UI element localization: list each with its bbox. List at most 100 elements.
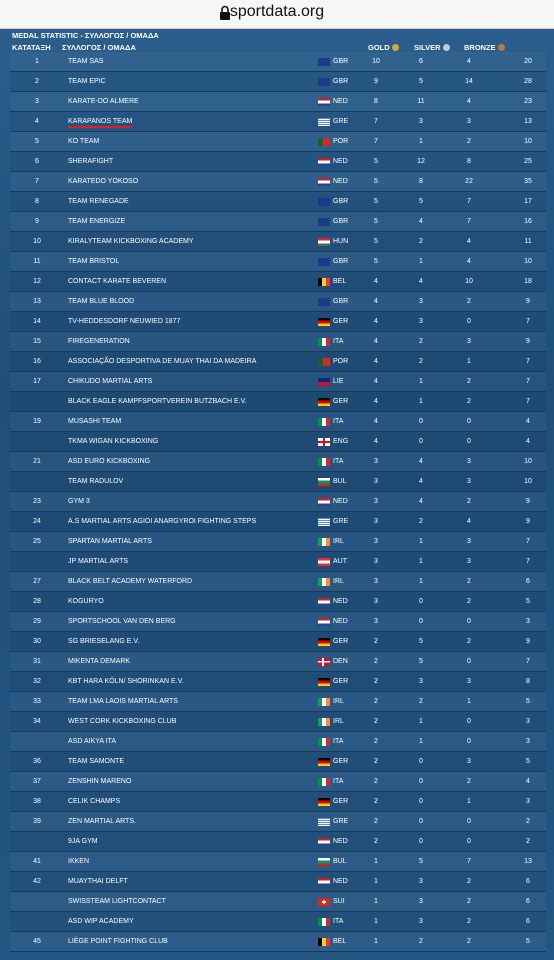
silver-count: 2: [419, 358, 423, 365]
country: GRE: [333, 118, 349, 125]
total-count: 35: [524, 178, 532, 185]
total-count: 9: [526, 518, 530, 525]
silver-count: 3: [419, 678, 423, 685]
country: ITA: [333, 738, 344, 745]
flag-icon: [318, 598, 330, 606]
flag-icon: [318, 298, 330, 306]
country: ITA: [333, 338, 344, 345]
club-name: SHERAFIGHT: [68, 158, 114, 165]
rank: 8: [35, 198, 39, 205]
flag-icon: [318, 198, 330, 206]
gold-count: 2: [374, 698, 378, 705]
country: ENG: [333, 438, 349, 445]
bronze-count: 1: [467, 798, 471, 805]
club-name: SPARTAN MARTIAL ARTS: [68, 538, 152, 545]
rank: 3: [35, 98, 39, 105]
total-count: 17: [524, 198, 532, 205]
total-count: 13: [524, 118, 532, 125]
bronze-count: 0: [467, 818, 471, 825]
address-bar[interactable]: sportdata.org: [0, 0, 554, 29]
total-count: 6: [526, 898, 530, 905]
gold-count: 4: [374, 398, 378, 405]
country: BUL: [333, 478, 347, 485]
table-row: JP MARTIAL ARTS AUT 3 1 3 7: [10, 552, 546, 572]
club-name: TKMA WIGAN KICKBOXING: [68, 438, 159, 445]
rank: 1: [35, 58, 39, 65]
flag-icon: [318, 178, 330, 186]
flag-icon: [318, 418, 330, 426]
country: IRL: [333, 538, 344, 545]
rank: 5: [35, 138, 39, 145]
rank: 42: [33, 878, 41, 885]
silver-count: 0: [419, 418, 423, 425]
table-row: 4 KARAPANOS TEAM GRE 7 3 3 13: [10, 112, 546, 132]
table-row: 9 TEAM ENERGIZE GBR 5 4 7 16: [10, 212, 546, 232]
gold-count: 5: [374, 158, 378, 165]
gold-count: 2: [374, 798, 378, 805]
total-count: 9: [526, 298, 530, 305]
table-row: 7 KARATEDO YOKOSO NED 5 8 22 35: [10, 172, 546, 192]
total-count: 6: [526, 918, 530, 925]
club-name: TEAM SAMONTE: [68, 758, 125, 765]
rank: 41: [33, 858, 41, 865]
bronze-count: 2: [467, 918, 471, 925]
total-count: 5: [526, 598, 530, 605]
club-name: ZEN MARTIAL ARTS.: [68, 818, 136, 825]
flag-icon: [318, 698, 330, 706]
bronze-count: 1: [467, 358, 471, 365]
total-count: 3: [526, 718, 530, 725]
bronze-count: 3: [467, 538, 471, 545]
gold-count: 4: [374, 358, 378, 365]
bronze-count: 14: [465, 78, 473, 85]
silver-count: 4: [419, 478, 423, 485]
country: ITA: [333, 778, 344, 785]
gold-count: 4: [374, 378, 378, 385]
table-row: 1 TEAM SAS GBR 10 6 4 20: [10, 52, 546, 72]
silver-count: 0: [419, 618, 423, 625]
table-row: 6 SHERAFIGHT NED 5 12 8 25: [10, 152, 546, 172]
club-name: KARAPANOS TEAM: [68, 118, 133, 125]
table-row: 23 GYM 3 NED 3 4 2 9: [10, 492, 546, 512]
total-count: 10: [524, 138, 532, 145]
silver-count: 2: [419, 518, 423, 525]
club-name: TEAM ENERGIZE: [68, 218, 126, 225]
bronze-count: 2: [467, 898, 471, 905]
bronze-count: 2: [467, 938, 471, 945]
table-row: 38 CELIK CHAMPS GER 2 0 1 3: [10, 792, 546, 812]
country: NED: [333, 598, 348, 605]
bronze-header: BRONZE: [464, 43, 505, 52]
gold-count: 1: [374, 898, 378, 905]
flag-icon: [318, 878, 330, 886]
silver-count: 3: [419, 318, 423, 325]
silver-count: 1: [419, 538, 423, 545]
rank: 7: [35, 178, 39, 185]
table-row: 21 ASD EURO KICKBOXING ITA 3 4 3 10: [10, 452, 546, 472]
club-name: KARATEDO YOKOSO: [68, 178, 139, 185]
gold-count: 3: [374, 558, 378, 565]
rank: 6: [35, 158, 39, 165]
silver-count: 3: [419, 918, 423, 925]
flag-icon: [318, 218, 330, 226]
table-row: 10 KIRALYTEAM KICKBOXING ACADEMY HUN 5 2 4 11: [10, 232, 546, 252]
bronze-count: 2: [467, 498, 471, 505]
table-row: 36 TEAM SAMONTE GER 2 0 3 5: [10, 752, 546, 772]
total-count: 7: [526, 398, 530, 405]
rank: 32: [33, 678, 41, 685]
bronze-count: 3: [467, 758, 471, 765]
country: DEN: [333, 658, 348, 665]
bronze-count: 3: [467, 458, 471, 465]
total-count: 23: [524, 98, 532, 105]
country: BEL: [333, 938, 347, 945]
country: ITA: [333, 918, 344, 925]
rank: 37: [33, 778, 41, 785]
total-count: 10: [524, 458, 532, 465]
country: NED: [333, 158, 348, 165]
club-name: FIREGENERATION: [68, 338, 130, 345]
gold-count: 4: [374, 298, 378, 305]
silver-count: 8: [419, 178, 423, 185]
club-name: ASSOCIAÇÃO DESPORTIVA DE MUAY THAI DA MA…: [68, 358, 257, 365]
country: GER: [333, 398, 349, 405]
flag-icon: [318, 778, 330, 786]
flag-icon: [318, 658, 330, 666]
bronze-count: 8: [467, 158, 471, 165]
